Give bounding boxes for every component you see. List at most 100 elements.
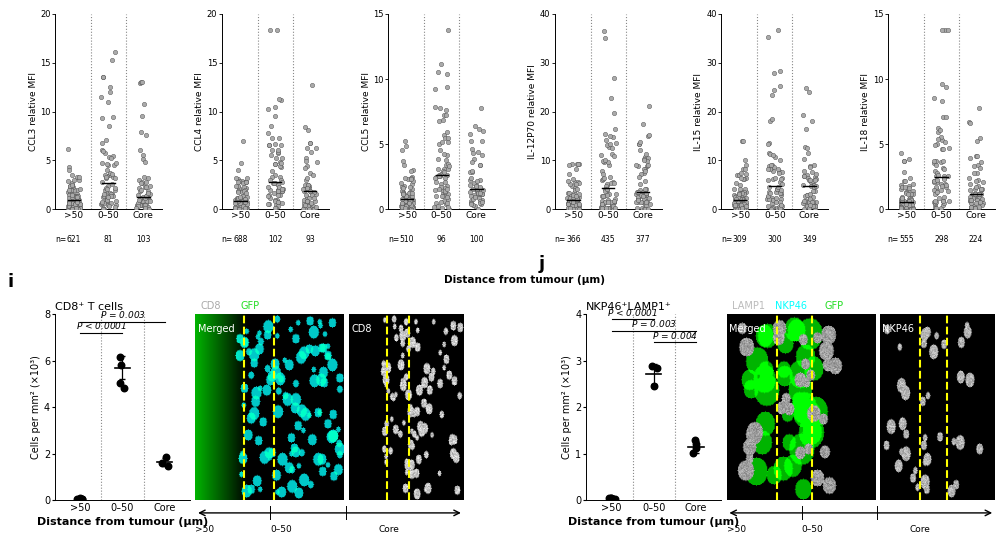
Text: 298: 298 [934, 235, 948, 244]
Point [116, 383, 132, 392]
Point [941, 143, 957, 152]
Point [802, 194, 818, 203]
Point [99, 196, 115, 205]
Point [772, 67, 788, 76]
Point [732, 201, 748, 210]
Point [101, 201, 117, 210]
Point [396, 205, 412, 214]
Point [464, 157, 480, 166]
Point [69, 494, 85, 503]
Point [728, 195, 744, 203]
Point [903, 201, 919, 210]
Point [233, 159, 249, 168]
Point [898, 200, 914, 208]
Point [104, 180, 120, 188]
Point [569, 185, 585, 193]
Point [928, 183, 944, 192]
Point [767, 153, 783, 162]
Point [397, 203, 413, 212]
Point [239, 173, 255, 182]
Point [563, 195, 579, 204]
Point [894, 182, 910, 191]
Point [896, 167, 912, 176]
Point [966, 168, 982, 177]
Point [73, 494, 89, 503]
Point [565, 205, 581, 214]
Point [902, 195, 918, 203]
Text: 555: 555 [899, 235, 914, 244]
Point [971, 104, 987, 113]
Point [309, 157, 325, 166]
Point [926, 177, 942, 186]
Point [900, 190, 916, 198]
Point [904, 203, 920, 212]
Point [805, 176, 821, 185]
Point [738, 200, 754, 208]
Point [567, 203, 583, 212]
Point [936, 172, 952, 181]
Point [629, 203, 645, 212]
Point [774, 168, 790, 177]
Point [298, 176, 314, 185]
Point [639, 161, 655, 170]
Point [438, 156, 454, 165]
Point [469, 177, 485, 186]
Point [301, 182, 317, 191]
Point [596, 192, 612, 201]
Point [70, 200, 86, 208]
Point [801, 195, 817, 204]
Point [567, 198, 583, 207]
Text: n=: n= [888, 235, 899, 244]
Point [737, 156, 753, 165]
Text: Core: Core [378, 525, 399, 534]
Point [773, 202, 789, 211]
Point [638, 197, 654, 206]
Point [131, 176, 147, 185]
Point [897, 177, 913, 186]
Point [763, 164, 779, 173]
Point [70, 203, 86, 212]
Point [261, 141, 277, 150]
Point [765, 167, 781, 176]
Point [636, 165, 652, 174]
Point [474, 189, 490, 198]
Point [140, 187, 156, 196]
Point [903, 190, 919, 198]
Point [462, 181, 478, 190]
Point [402, 202, 418, 211]
Point [807, 176, 823, 185]
Point [472, 161, 488, 170]
Point [433, 169, 449, 178]
Point [561, 196, 577, 205]
Point [136, 201, 152, 210]
Point [299, 183, 315, 192]
Point [729, 203, 745, 212]
Point [101, 121, 117, 130]
Point [107, 186, 123, 195]
Point [938, 182, 954, 191]
Point [905, 190, 921, 199]
Point [61, 202, 77, 211]
Point [900, 185, 916, 194]
Point [961, 118, 977, 127]
Point [308, 143, 324, 152]
Point [137, 158, 153, 167]
Point [936, 173, 952, 182]
Point [688, 439, 704, 448]
Text: 309: 309 [733, 235, 747, 244]
Point [473, 187, 489, 196]
Point [638, 191, 654, 200]
Point [404, 201, 420, 210]
Point [230, 203, 246, 212]
Point [270, 185, 286, 194]
Point [70, 195, 86, 203]
Point [937, 179, 953, 188]
Point [630, 198, 646, 207]
Point [94, 139, 110, 148]
Point [66, 185, 82, 194]
Point [236, 196, 252, 205]
Point [929, 178, 945, 187]
Point [764, 115, 780, 123]
Point [604, 143, 620, 152]
Point [630, 194, 646, 203]
